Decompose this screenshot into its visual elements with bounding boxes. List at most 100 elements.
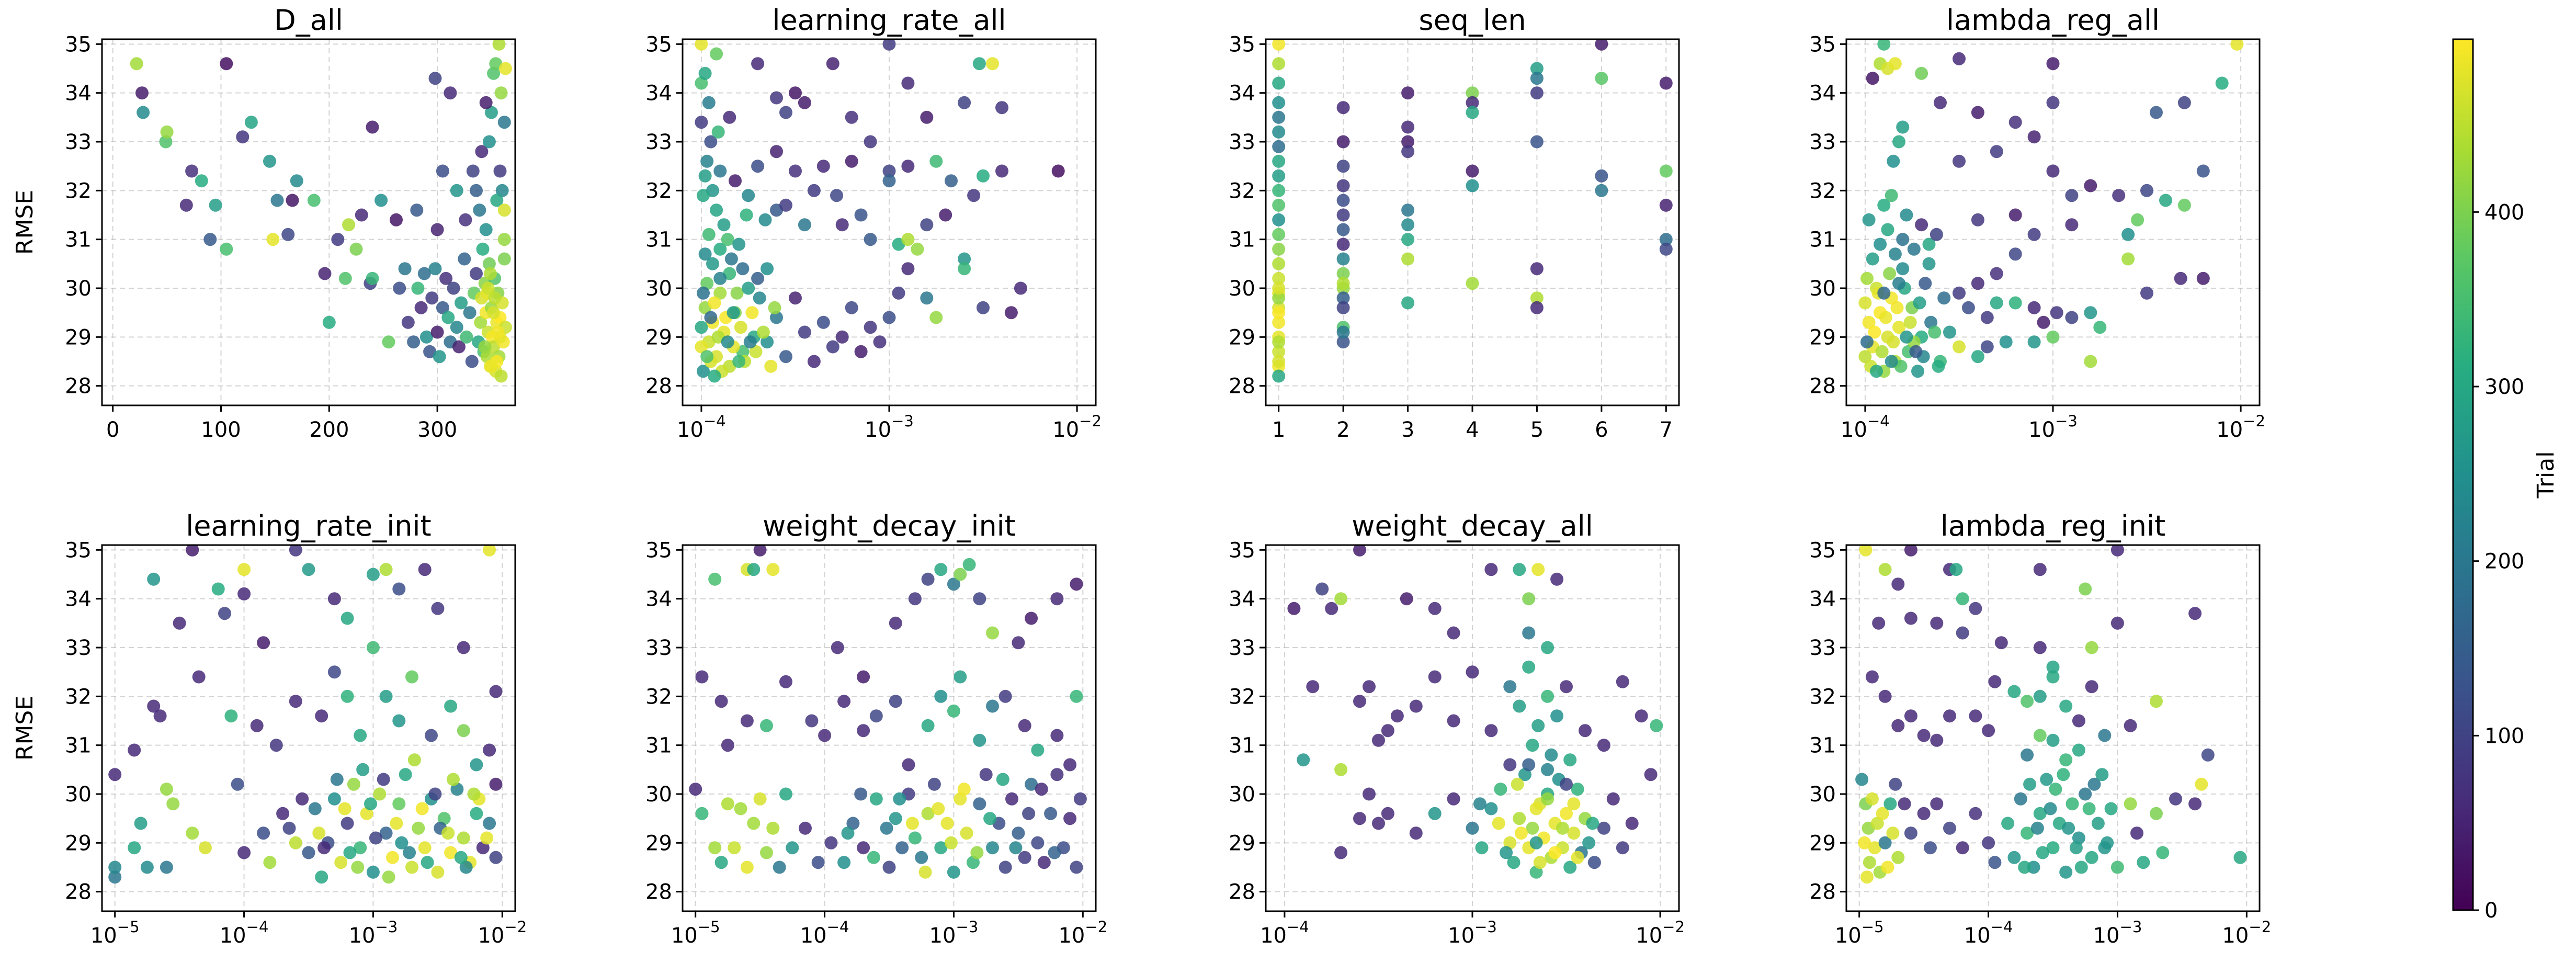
scatter-point <box>697 189 710 202</box>
scatter-point <box>845 154 858 168</box>
scatter-point <box>864 233 877 246</box>
scatter-point <box>1953 340 1966 354</box>
scatter-point <box>1887 335 1900 349</box>
scatter-point <box>1874 237 1887 251</box>
scatter-point <box>2091 817 2105 830</box>
scatter-point <box>2201 748 2215 762</box>
scatter-point <box>1401 145 1415 158</box>
scatter-point <box>2007 851 2021 864</box>
scatter-point <box>1272 355 1286 368</box>
scatter-point <box>1875 345 1889 358</box>
scatter-point <box>2095 768 2109 781</box>
subplot-learning-rate-all: 28 29 30 31 32 33 34 35 10−4 10−3 10−2 learning_rat… <box>645 4 1102 442</box>
scatter-point <box>2150 807 2163 820</box>
scatter-point <box>2027 860 2040 874</box>
scatter-point <box>1877 39 1891 51</box>
scatter-point <box>816 315 830 329</box>
scatter-point <box>947 704 960 718</box>
scatter-point <box>708 841 722 855</box>
scatter-point <box>798 325 811 339</box>
scatter-point <box>1980 340 1994 354</box>
scatter-point <box>1353 545 1366 557</box>
scatter-point <box>798 218 811 232</box>
scatter-point <box>1530 291 1544 305</box>
scatter-point <box>289 836 302 849</box>
scatter-point <box>1018 719 1031 732</box>
scatter-point <box>343 846 357 859</box>
scatter-point <box>1924 841 1937 855</box>
scatter-point <box>972 57 986 71</box>
scatter-point <box>481 281 495 295</box>
scatter-point <box>2027 301 2041 314</box>
scatter-point <box>721 739 734 752</box>
scatter-point <box>2033 807 2047 820</box>
scatter-point <box>700 154 714 168</box>
scatter-point <box>2085 641 2098 654</box>
scatter-point <box>760 719 773 732</box>
scatter-point <box>2150 695 2163 708</box>
scatter-point <box>478 340 492 354</box>
scatter-point <box>1883 797 1897 811</box>
scatter-point <box>977 301 990 314</box>
x-tick-label: 6 <box>1595 418 1608 442</box>
scatter-point <box>1595 169 1608 183</box>
scatter-point <box>736 262 750 276</box>
scatter-point <box>857 841 870 855</box>
scatter-point <box>237 563 251 576</box>
subplot-title: learning_rate_init <box>186 509 431 542</box>
scatter-point <box>973 733 986 747</box>
scatter-point <box>1930 733 1944 747</box>
scatter-point <box>2112 189 2126 202</box>
scatter-point <box>824 836 838 849</box>
scatter-point <box>1982 724 1995 738</box>
scatter-point <box>1005 792 1018 806</box>
scatter-point <box>724 252 738 266</box>
scatter-point <box>1659 242 1673 256</box>
scatter-point <box>789 86 802 100</box>
scatter-point <box>1315 582 1329 596</box>
scatter-point <box>939 208 952 222</box>
scatter-point <box>1334 846 1348 859</box>
scatter-point <box>379 563 393 576</box>
scatter-point <box>2074 860 2088 874</box>
scatter-point <box>1888 57 1902 71</box>
scatter-point <box>2065 189 2079 202</box>
scatter-point <box>760 846 773 859</box>
scatter-point <box>710 203 723 217</box>
scatter-point <box>2046 57 2060 71</box>
scatter-point <box>1909 345 1923 358</box>
scatter-point <box>854 345 868 358</box>
scatter-point <box>1560 807 1573 820</box>
scatter-point <box>195 174 208 188</box>
scatter-point <box>480 831 494 845</box>
scatter-point <box>1353 812 1366 825</box>
scatter-point <box>2021 826 2034 840</box>
axes-frame <box>101 38 516 406</box>
scatter-point <box>1876 807 1889 820</box>
scatter-point <box>410 203 424 217</box>
scatter-point <box>2049 783 2062 796</box>
scatter-point <box>911 242 924 256</box>
y-tick-label: 32 <box>1229 179 1255 203</box>
scatter-point <box>1881 860 1894 874</box>
scatter-point <box>2021 695 2034 708</box>
scatter-point <box>1401 86 1415 100</box>
scatter-point <box>695 807 709 820</box>
scatter-point <box>2110 616 2124 630</box>
y-tick-label: 34 <box>1809 82 1836 106</box>
scatter-point <box>485 106 498 119</box>
scatter-point <box>2101 836 2114 849</box>
scatter-point <box>2046 841 2060 855</box>
scatter-point <box>1881 223 1894 236</box>
scatter-point <box>1503 680 1517 694</box>
scatter-point <box>483 743 496 757</box>
scatter-point <box>2046 96 2060 109</box>
scatter-point <box>1934 96 1947 109</box>
scatter-point <box>695 116 708 129</box>
scatter-point <box>430 325 444 339</box>
scatter-point <box>244 116 258 129</box>
scatter-point <box>2072 714 2085 728</box>
scatter-point <box>475 145 489 158</box>
x-tick-label: 10−3 <box>1448 918 1497 948</box>
